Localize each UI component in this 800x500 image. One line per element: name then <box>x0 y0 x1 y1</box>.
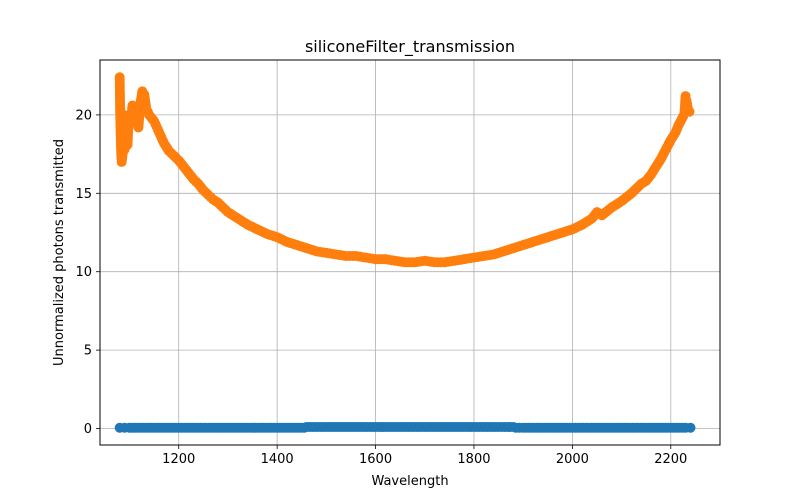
series-1-point <box>684 106 695 117</box>
y-tick-label: 0 <box>84 422 92 437</box>
x-tick-label: 2200 <box>654 452 687 467</box>
series-0 <box>114 421 696 433</box>
x-axis-label: Wavelength <box>371 474 448 489</box>
x-tick-label: 1200 <box>162 452 195 467</box>
y-tick-label: 5 <box>84 344 92 359</box>
chart-title: siliconeFilter_transmission <box>305 37 515 57</box>
grid-layer <box>100 60 720 445</box>
x-tick-label: 2000 <box>556 452 589 467</box>
y-tick-label: 20 <box>75 108 92 123</box>
series-1 <box>114 72 695 268</box>
y-tick-label: 10 <box>75 265 92 280</box>
plot-frame <box>99 59 721 446</box>
y-axis-label: Unnormalized photons transmitted <box>52 139 67 366</box>
x-tick-label: 1600 <box>359 452 392 467</box>
y-tick-label: 15 <box>75 187 92 202</box>
x-tick-label: 1800 <box>457 452 490 467</box>
series-0-point <box>685 422 696 433</box>
x-tick-label: 1400 <box>261 452 294 467</box>
series-layer <box>114 72 696 433</box>
tick-layer: 1200 1400 1600 1800 2000 2200 0 5 10 15 20 <box>75 108 687 467</box>
